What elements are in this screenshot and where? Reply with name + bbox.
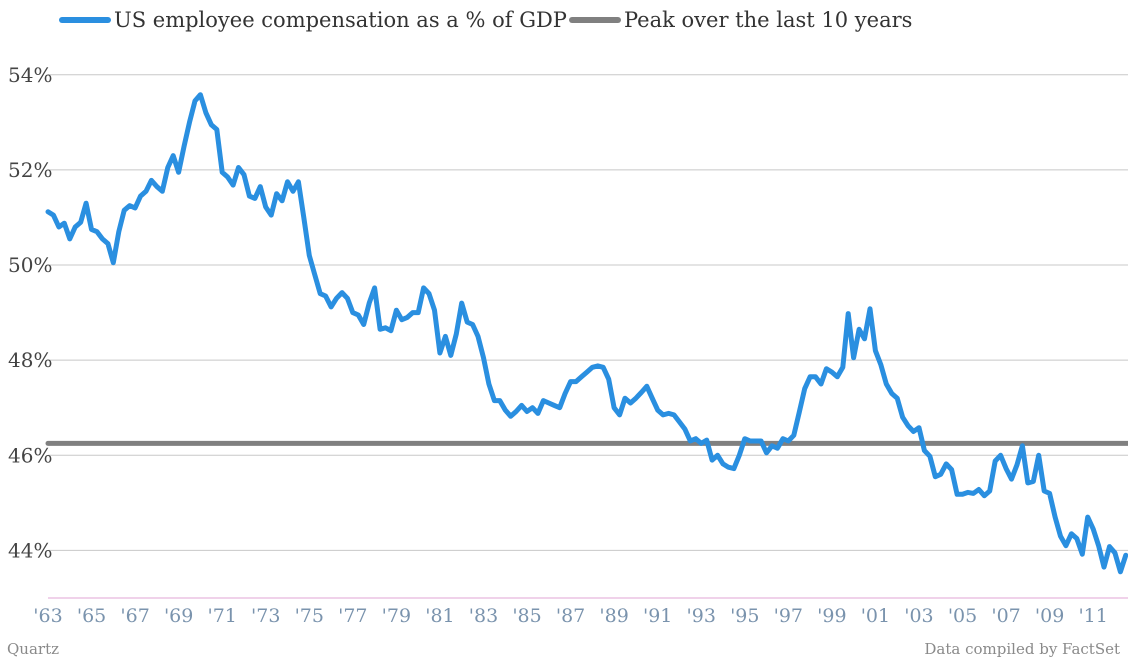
y-tick-label: 50% xyxy=(8,253,52,277)
x-tick-label: '85 xyxy=(512,605,541,627)
data-credit-label: Data compiled by FactSet xyxy=(924,640,1120,658)
x-tick-label: '81 xyxy=(425,605,454,627)
x-tick-label: '73 xyxy=(251,605,280,627)
x-tick-label: '71 xyxy=(207,605,236,627)
grid-lines xyxy=(48,74,1128,551)
x-tick-label: '93 xyxy=(687,605,716,627)
x-tick-label: '09 xyxy=(1035,605,1064,627)
x-tick-label: '01 xyxy=(861,605,890,627)
legend-label: Peak over the last 10 years xyxy=(624,8,912,32)
y-axis: 54% 52% 50% 48% 46% 44% xyxy=(8,63,52,563)
x-tick-label: '65 xyxy=(77,605,106,627)
y-tick-label: 48% xyxy=(8,348,52,372)
x-tick-label: '75 xyxy=(295,605,324,627)
source-label: Quartz xyxy=(7,640,59,658)
x-tick-label: '69 xyxy=(164,605,193,627)
x-tick-label: '79 xyxy=(382,605,411,627)
legend: US employee compensation as a % of GDP Pe… xyxy=(59,8,912,32)
x-tick-label: '77 xyxy=(338,605,367,627)
x-tick-label: '03 xyxy=(904,605,933,627)
x-tick-label: '97 xyxy=(774,605,803,627)
x-tick-label: '05 xyxy=(948,605,977,627)
x-tick-label: '95 xyxy=(730,605,759,627)
y-tick-label: 52% xyxy=(8,158,52,182)
series-line-compensation xyxy=(45,92,1128,575)
x-tick-label: '87 xyxy=(556,605,585,627)
y-tick-label: 46% xyxy=(8,443,52,467)
x-tick-label: '63 xyxy=(33,605,62,627)
legend-label: US employee compensation as a % of GDP xyxy=(114,8,567,32)
x-tick-label: '11 xyxy=(1078,605,1107,627)
x-tick-label: '07 xyxy=(991,605,1020,627)
y-tick-label: 54% xyxy=(8,63,52,87)
x-tick-label: '67 xyxy=(120,605,149,627)
x-tick-label: '99 xyxy=(817,605,846,627)
series-group xyxy=(45,92,1128,575)
x-tick-label: '89 xyxy=(599,605,628,627)
x-tick-label: '91 xyxy=(643,605,672,627)
y-tick-label: 44% xyxy=(8,538,52,562)
x-axis: '63 '65 '67 '69 '71 '73 '75 '77 '79 '81 '83 '85 '87 '… xyxy=(33,605,1108,627)
x-tick-label: '83 xyxy=(469,605,498,627)
